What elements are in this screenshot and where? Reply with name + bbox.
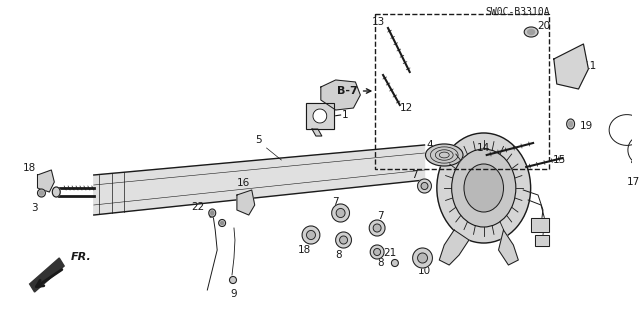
Ellipse shape xyxy=(313,109,327,123)
Ellipse shape xyxy=(392,259,398,266)
Ellipse shape xyxy=(369,220,385,236)
Text: SW0C-B3310A: SW0C-B3310A xyxy=(486,7,550,17)
Text: 7: 7 xyxy=(377,211,383,221)
Ellipse shape xyxy=(302,226,320,244)
Ellipse shape xyxy=(417,253,428,263)
Ellipse shape xyxy=(211,211,214,215)
Ellipse shape xyxy=(335,232,351,248)
Text: 5: 5 xyxy=(255,135,262,145)
Text: 18: 18 xyxy=(23,163,36,173)
Ellipse shape xyxy=(52,187,60,197)
Bar xyxy=(531,218,549,232)
Text: 22: 22 xyxy=(191,202,204,212)
Text: 8: 8 xyxy=(335,250,342,260)
Ellipse shape xyxy=(421,182,428,189)
Ellipse shape xyxy=(569,122,573,127)
Ellipse shape xyxy=(370,245,384,259)
Bar xyxy=(306,103,333,129)
Bar xyxy=(306,103,333,129)
Text: FR.: FR. xyxy=(71,252,92,262)
Polygon shape xyxy=(632,158,640,176)
Ellipse shape xyxy=(417,179,431,193)
Text: 13: 13 xyxy=(371,17,385,27)
Ellipse shape xyxy=(336,209,345,218)
Polygon shape xyxy=(94,145,424,215)
Ellipse shape xyxy=(221,221,223,225)
Text: 7: 7 xyxy=(412,170,418,180)
Ellipse shape xyxy=(566,119,575,129)
Text: 2: 2 xyxy=(308,118,314,128)
Text: 7: 7 xyxy=(332,197,339,207)
Text: 12: 12 xyxy=(400,103,413,113)
Ellipse shape xyxy=(373,224,381,232)
Bar xyxy=(535,235,549,246)
Polygon shape xyxy=(321,80,360,110)
Text: 3: 3 xyxy=(31,203,38,213)
Ellipse shape xyxy=(38,189,45,197)
Bar xyxy=(531,218,549,232)
Polygon shape xyxy=(499,230,518,265)
Ellipse shape xyxy=(413,248,433,268)
Text: 1: 1 xyxy=(342,110,349,120)
Text: 6: 6 xyxy=(207,210,214,220)
Ellipse shape xyxy=(374,249,381,256)
Text: B-7: B-7 xyxy=(337,86,371,96)
Bar xyxy=(375,14,549,169)
Polygon shape xyxy=(554,44,588,89)
Text: 20: 20 xyxy=(538,21,550,31)
Text: 21: 21 xyxy=(383,248,397,258)
Text: 19: 19 xyxy=(580,121,593,131)
Ellipse shape xyxy=(340,236,348,244)
Text: 8: 8 xyxy=(377,258,383,268)
Ellipse shape xyxy=(219,219,225,226)
Text: 18: 18 xyxy=(298,245,310,255)
Text: 14: 14 xyxy=(477,143,490,153)
Ellipse shape xyxy=(464,164,504,212)
Ellipse shape xyxy=(307,231,316,240)
Ellipse shape xyxy=(524,27,538,37)
Ellipse shape xyxy=(527,29,534,34)
Ellipse shape xyxy=(437,133,531,243)
Polygon shape xyxy=(439,230,469,265)
Polygon shape xyxy=(38,170,54,192)
Text: 10: 10 xyxy=(418,266,431,276)
Polygon shape xyxy=(237,190,255,215)
Ellipse shape xyxy=(452,149,516,227)
Text: 4: 4 xyxy=(426,140,433,150)
Text: 11: 11 xyxy=(584,61,597,71)
Text: 9: 9 xyxy=(230,289,237,299)
Ellipse shape xyxy=(40,191,44,195)
Polygon shape xyxy=(29,258,64,292)
Bar xyxy=(535,235,549,246)
Ellipse shape xyxy=(230,277,236,284)
Polygon shape xyxy=(312,129,322,136)
Text: 16: 16 xyxy=(237,178,250,188)
Text: 15: 15 xyxy=(553,155,566,165)
Text: 17: 17 xyxy=(627,177,640,187)
Ellipse shape xyxy=(332,204,349,222)
Ellipse shape xyxy=(426,144,463,166)
Ellipse shape xyxy=(209,209,216,217)
